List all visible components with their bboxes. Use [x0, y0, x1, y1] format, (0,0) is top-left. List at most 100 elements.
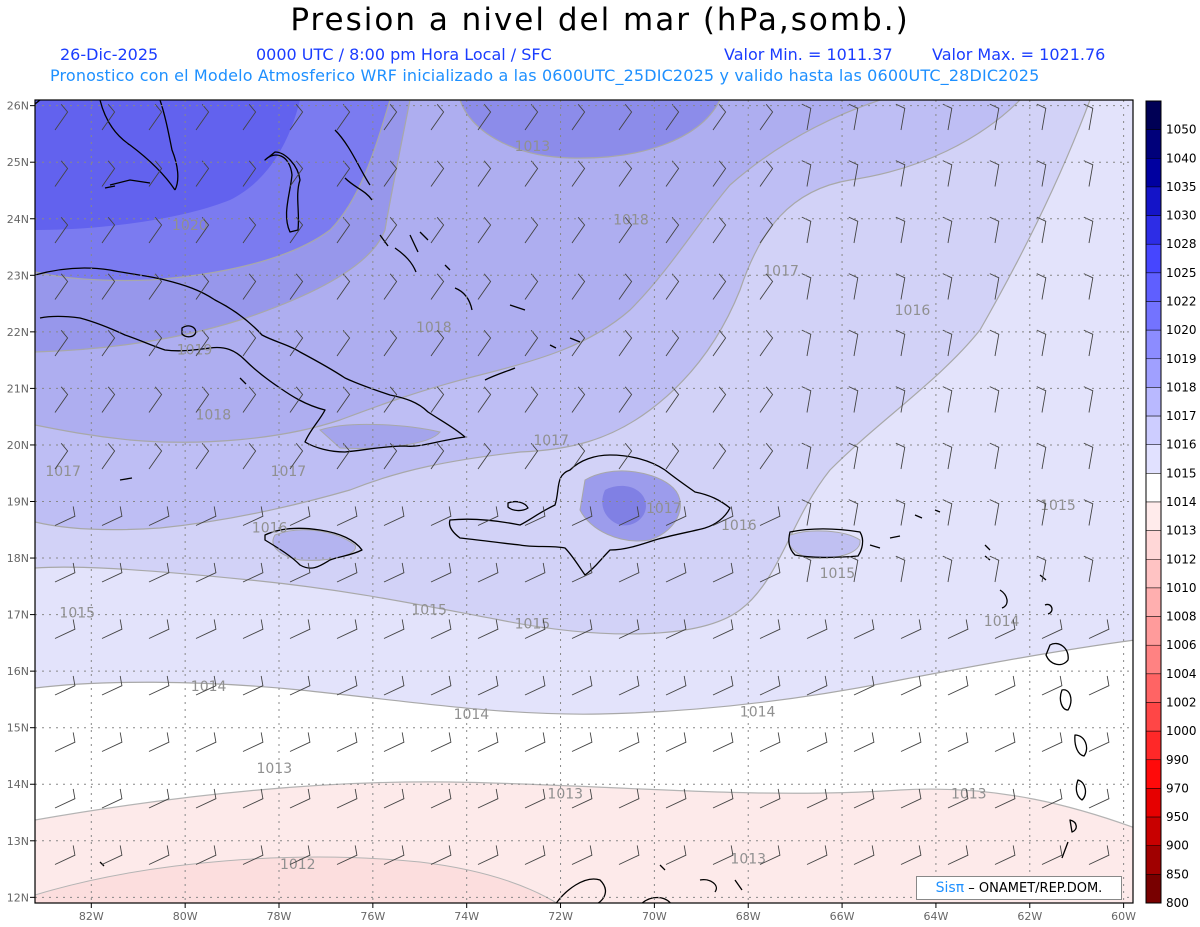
lon-tick-label: 66W: [830, 910, 855, 923]
cuba-coast: [35, 267, 466, 453]
colorbar-label: 1002: [1166, 696, 1197, 710]
colorbar-label: 1018: [1166, 380, 1197, 394]
wind-barb: [618, 732, 640, 752]
wind-barb: [895, 442, 906, 470]
isobar-label: 1014: [984, 614, 1020, 630]
wind-barb: [759, 217, 774, 244]
wind-barb: [430, 330, 445, 357]
wind-barb: [848, 273, 859, 300]
puerto-rico-coast: [788, 528, 864, 559]
wind-barb: [148, 443, 163, 470]
wind-barb: [524, 619, 546, 639]
wind-barb: [477, 506, 499, 526]
wind-barb: [148, 562, 170, 583]
wind-barb: [665, 386, 680, 413]
colorbar-swatch: [1145, 587, 1162, 617]
wind-barb: [54, 273, 69, 300]
colorbar-label: 1019: [1166, 352, 1197, 366]
wind-barb: [242, 386, 257, 413]
isobar-label: 1015: [59, 605, 95, 621]
wind-barb: [336, 562, 358, 583]
isobar-label: 1018: [416, 320, 452, 336]
wind-barb: [195, 845, 217, 865]
wind-barb: [665, 217, 680, 244]
wind-barb: [430, 386, 445, 413]
wind-barb: [242, 273, 257, 300]
wind-barb: [289, 273, 304, 300]
hispaniola-coast: [448, 454, 731, 576]
wind-barb: [801, 329, 812, 357]
wind-barb: [994, 788, 1016, 809]
wind-barb: [571, 273, 586, 300]
wind-barb: [54, 845, 76, 865]
wind-barb: [101, 845, 123, 865]
wind-barb: [900, 675, 922, 696]
wind-barb: [618, 273, 633, 300]
wind-barb: [665, 273, 680, 300]
wind-barb: [1036, 273, 1047, 300]
wind-barb: [477, 845, 499, 865]
wind-barb: [989, 442, 1000, 470]
wind-barb: [101, 562, 123, 583]
wind-barb: [195, 562, 217, 583]
wind-barb: [336, 788, 358, 809]
wind-barb: [477, 104, 492, 131]
wind-barb: [900, 619, 922, 639]
wind-barb: [54, 104, 69, 131]
wind-barb: [618, 675, 640, 696]
wind-barb: [712, 160, 727, 187]
sis-logo-text: Sisπ: [935, 880, 965, 896]
wind-barb: [665, 506, 687, 526]
wind-barb: [289, 443, 304, 470]
wind-barb: [336, 386, 351, 413]
lat-tick-label: 19N: [7, 496, 29, 509]
wind-barb: [848, 160, 859, 187]
wind-barb: [759, 160, 774, 187]
wind-barb: [430, 443, 445, 470]
wind-barb: [989, 499, 1000, 526]
colorbar-swatch: [1145, 387, 1162, 417]
wind-barb: [895, 386, 906, 413]
wind-barb: [477, 788, 499, 809]
wind-barb: [524, 386, 539, 413]
wind-barb: [571, 788, 593, 809]
wind-barb: [947, 732, 969, 752]
band-1012: [35, 856, 558, 903]
wind-barb: [524, 217, 539, 244]
wind-barb: [1036, 386, 1047, 413]
wind-barb: [195, 160, 210, 187]
wind-barb: [989, 216, 1000, 244]
wind-barb: [336, 732, 358, 752]
pr-high: [788, 530, 861, 559]
colorbar-swatch: [1145, 845, 1162, 875]
wind-barb: [801, 442, 812, 470]
wind-barb: [101, 675, 123, 696]
wind-barb: [1083, 555, 1094, 583]
colorbar-label: 1006: [1166, 638, 1197, 652]
wind-barb: [101, 732, 123, 752]
wind-barb: [477, 273, 492, 300]
wind-barb: [524, 104, 539, 131]
lat-tick-label: 20N: [7, 439, 29, 452]
colorbar-label: 1013: [1166, 524, 1197, 538]
isobar-label: 1016: [721, 518, 757, 534]
wind-barb: [895, 273, 906, 300]
colorbar-swatch: [1145, 415, 1162, 445]
wind-barb: [853, 732, 875, 752]
lat-tick-label: 16N: [7, 665, 29, 678]
wind-barb: [101, 330, 116, 357]
wind-barb: [618, 562, 640, 583]
wind-barb: [712, 562, 734, 583]
wind-barb: [1036, 555, 1047, 583]
wind-barb: [477, 675, 499, 696]
colorbar-label: 850: [1166, 867, 1189, 881]
wind-barb: [430, 845, 452, 865]
wind-barb: [571, 845, 593, 865]
wind-barb: [242, 443, 257, 470]
colorbar-label: 800: [1166, 896, 1189, 910]
wind-barb: [148, 732, 170, 752]
isobar-label: 1018: [613, 212, 649, 228]
wind-barb: [571, 217, 586, 244]
isle-of-youth: [181, 325, 197, 338]
wind-barb: [571, 506, 593, 526]
